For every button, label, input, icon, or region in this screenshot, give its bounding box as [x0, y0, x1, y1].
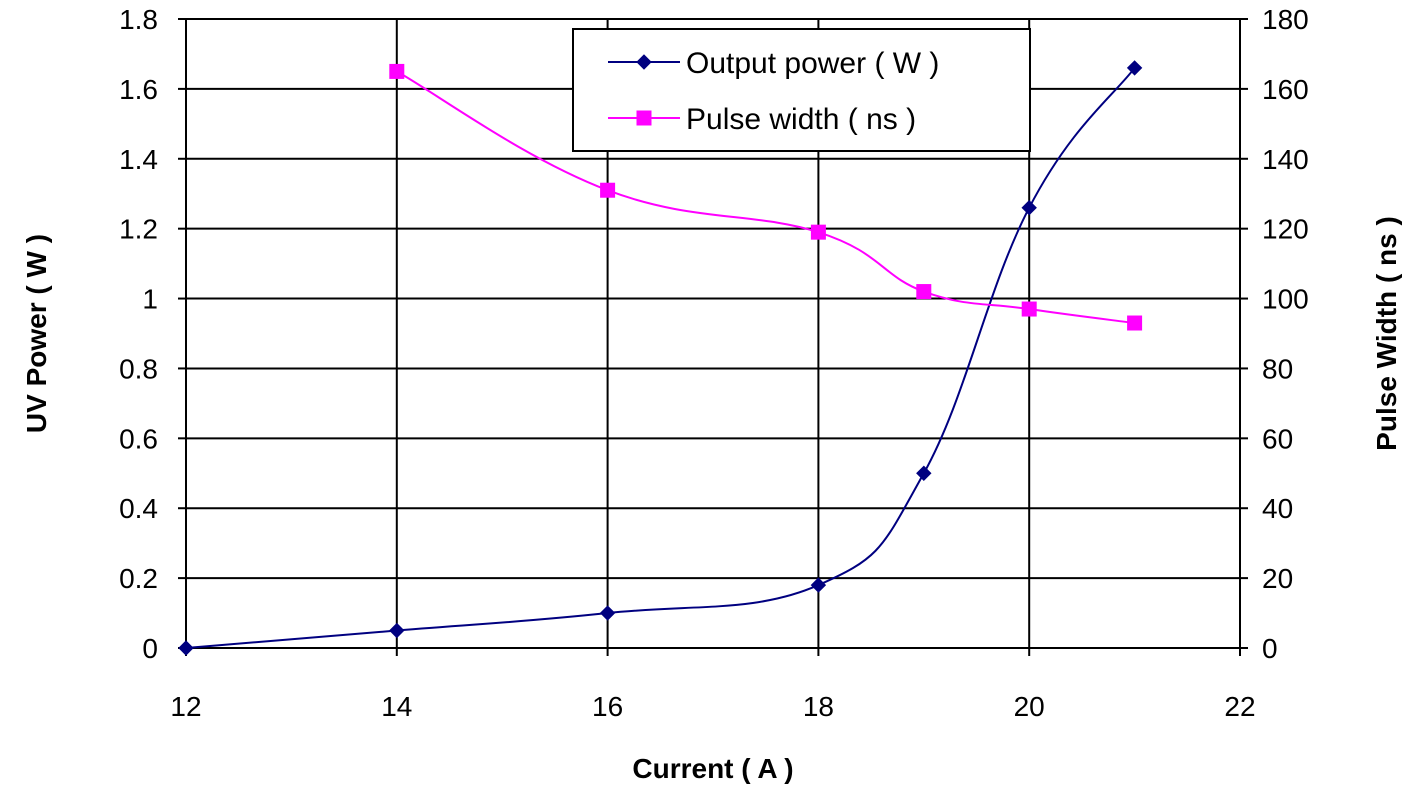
- y-axis-right-title: Pulse Width ( ns ): [1371, 216, 1402, 451]
- x-tick-label: 20: [1014, 691, 1045, 722]
- y-tick-label: 1.4: [119, 144, 158, 175]
- data-point: [1021, 199, 1037, 216]
- data-point: [178, 640, 194, 656]
- data-point: [599, 605, 616, 621]
- y-tick-label: 1.8: [119, 4, 158, 35]
- series-pulse-width-ns: [389, 63, 1143, 331]
- data-point: [389, 622, 405, 639]
- y2-tick-label: 100: [1262, 284, 1309, 315]
- y-axis-left-title: UV Power ( W ): [21, 234, 52, 433]
- y-tick-label: 1: [142, 284, 158, 315]
- x-tick-label: 18: [803, 691, 834, 722]
- x-tick-label: 14: [381, 691, 412, 722]
- data-point: [810, 577, 827, 593]
- y2-tick-label: 40: [1262, 493, 1293, 524]
- legend-marker: [636, 54, 652, 70]
- x-tick-label: 22: [1224, 691, 1255, 722]
- x-tick-label: 12: [170, 691, 201, 722]
- x-axis-title: Current ( A ): [632, 753, 793, 784]
- legend: Output power ( W ) Pulse width ( ns ): [572, 28, 1031, 152]
- legend-marker: [636, 110, 652, 126]
- legend-label: Output power ( W ): [686, 47, 939, 80]
- data-point: [810, 224, 826, 240]
- data-point: [916, 284, 932, 300]
- y-tick-label: 0: [142, 633, 158, 664]
- x-tick-label: 16: [592, 691, 623, 722]
- x-axis-ticks: 12 14 16 18 20 22: [170, 648, 1256, 722]
- y-tick-label: 1.6: [119, 74, 158, 105]
- y-tick-label: 0.6: [119, 423, 158, 454]
- y-tick-label: 1.2: [119, 214, 158, 245]
- y-tick-label: 0.8: [119, 353, 158, 384]
- y2-tick-label: 60: [1262, 423, 1293, 454]
- data-point: [1021, 301, 1037, 317]
- y-axis-right-ticks: 0 20 40 60 80 100 120 140 160 180: [1240, 4, 1309, 664]
- data-point: [916, 465, 932, 481]
- y-tick-label: 0.2: [119, 563, 158, 594]
- y2-tick-label: 160: [1262, 74, 1309, 105]
- data-point: [1127, 315, 1143, 331]
- plot-area-frame: [185, 18, 1241, 649]
- series-output-power-w: [178, 60, 1143, 656]
- y2-tick-label: 20: [1262, 563, 1293, 594]
- legend-box: [572, 28, 1031, 152]
- y2-tick-label: 120: [1262, 214, 1309, 245]
- legend-entry-pulse-width-ns: Pulse width ( ns ): [608, 103, 916, 136]
- y2-tick-label: 80: [1262, 353, 1293, 384]
- data-point: [389, 63, 405, 79]
- legend-entry-output-power-w: Output power ( W ): [608, 47, 939, 80]
- y-tick-label: 0.4: [119, 493, 158, 524]
- y2-tick-label: 180: [1262, 4, 1309, 35]
- legend-label: Pulse width ( ns ): [686, 103, 916, 136]
- y2-tick-label: 0: [1262, 633, 1278, 664]
- series-layer: [178, 60, 1143, 656]
- series-line: [185, 67, 1136, 649]
- y-axis-left-ticks: 0 0.2 0.4 0.6 0.8 1 1.2 1.4 1.6 1.8: [119, 4, 186, 664]
- data-point: [1126, 60, 1143, 76]
- y2-tick-label: 140: [1262, 144, 1309, 175]
- data-point: [600, 182, 616, 198]
